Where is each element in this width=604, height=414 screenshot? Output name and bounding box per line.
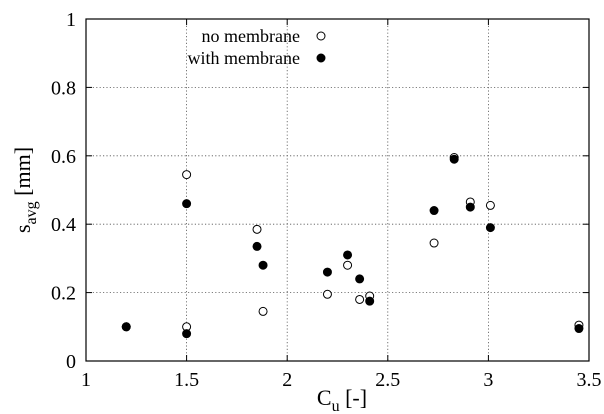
data-point-with-membrane: [182, 329, 192, 339]
y-axis-label-unit: [mm]: [10, 147, 35, 201]
y-tick-label: 0.4: [51, 214, 76, 236]
data-point-with-membrane: [574, 324, 584, 334]
data-point-with-membrane: [121, 322, 131, 332]
series-with-membrane: [121, 154, 584, 339]
data-point-with-membrane: [343, 250, 353, 260]
legend-label-no-membrane: no membrane: [202, 26, 300, 46]
x-tick-label: 3.5: [577, 369, 602, 391]
legend-marker-no-membrane: [316, 31, 326, 41]
data-point-no-membrane: [355, 294, 365, 304]
data-point-no-membrane: [258, 306, 268, 316]
x-tick-labels: 1 1.5 2 2.5 3 3.5: [81, 369, 602, 391]
data-point-no-membrane: [252, 224, 262, 234]
y-tick-label: 0.8: [51, 77, 76, 99]
data-point-no-membrane: [343, 260, 353, 270]
x-tick-label: 3: [483, 369, 493, 391]
data-point-no-membrane: [429, 238, 439, 248]
grid: [86, 19, 589, 361]
y-tick-label: 0: [66, 351, 76, 373]
x-tick-label: 2.5: [375, 369, 400, 391]
data-point-with-membrane: [429, 206, 439, 216]
y-tick-labels: 0 0.2 0.4 0.6 0.8 1: [51, 9, 76, 373]
y-tick-label: 0.2: [51, 283, 76, 305]
y-axis-label-main: s: [10, 224, 35, 233]
data-point-with-membrane: [465, 202, 475, 212]
legend-label-with-membrane: with membrane: [188, 48, 300, 68]
data-point-with-membrane: [252, 241, 262, 251]
y-axis-label-sub: avg: [23, 201, 40, 224]
data-point-with-membrane: [322, 267, 332, 277]
x-axis-label: Cu [-]: [317, 385, 367, 414]
y-tick-label: 0.6: [51, 146, 76, 168]
legend: no membrane with membrane: [188, 26, 326, 68]
y-axis-label: savg [mm]: [10, 147, 40, 233]
data-point-with-membrane: [258, 260, 268, 270]
data-point-no-membrane: [322, 289, 332, 299]
legend-marker-with-membrane: [316, 53, 326, 63]
data-point-no-membrane: [182, 170, 192, 180]
x-axis-label-unit: [-]: [340, 385, 367, 410]
data-point-with-membrane: [485, 223, 495, 233]
data-point-no-membrane: [485, 200, 495, 210]
x-tick-label: 1.5: [174, 369, 199, 391]
x-tick-label: 1: [81, 369, 91, 391]
x-axis-label-sub: u: [332, 398, 340, 414]
data-point-with-membrane: [365, 296, 375, 306]
axis-ticks: [85, 18, 590, 362]
x-axis-label-main: C: [317, 385, 332, 410]
x-tick-label: 2: [282, 369, 292, 391]
data-point-with-membrane: [355, 274, 365, 284]
series-no-membrane: [121, 153, 584, 332]
plot-frame: [85, 18, 590, 362]
data-point-with-membrane: [449, 154, 459, 164]
data-point-with-membrane: [182, 199, 192, 209]
y-tick-label: 1: [66, 9, 76, 31]
